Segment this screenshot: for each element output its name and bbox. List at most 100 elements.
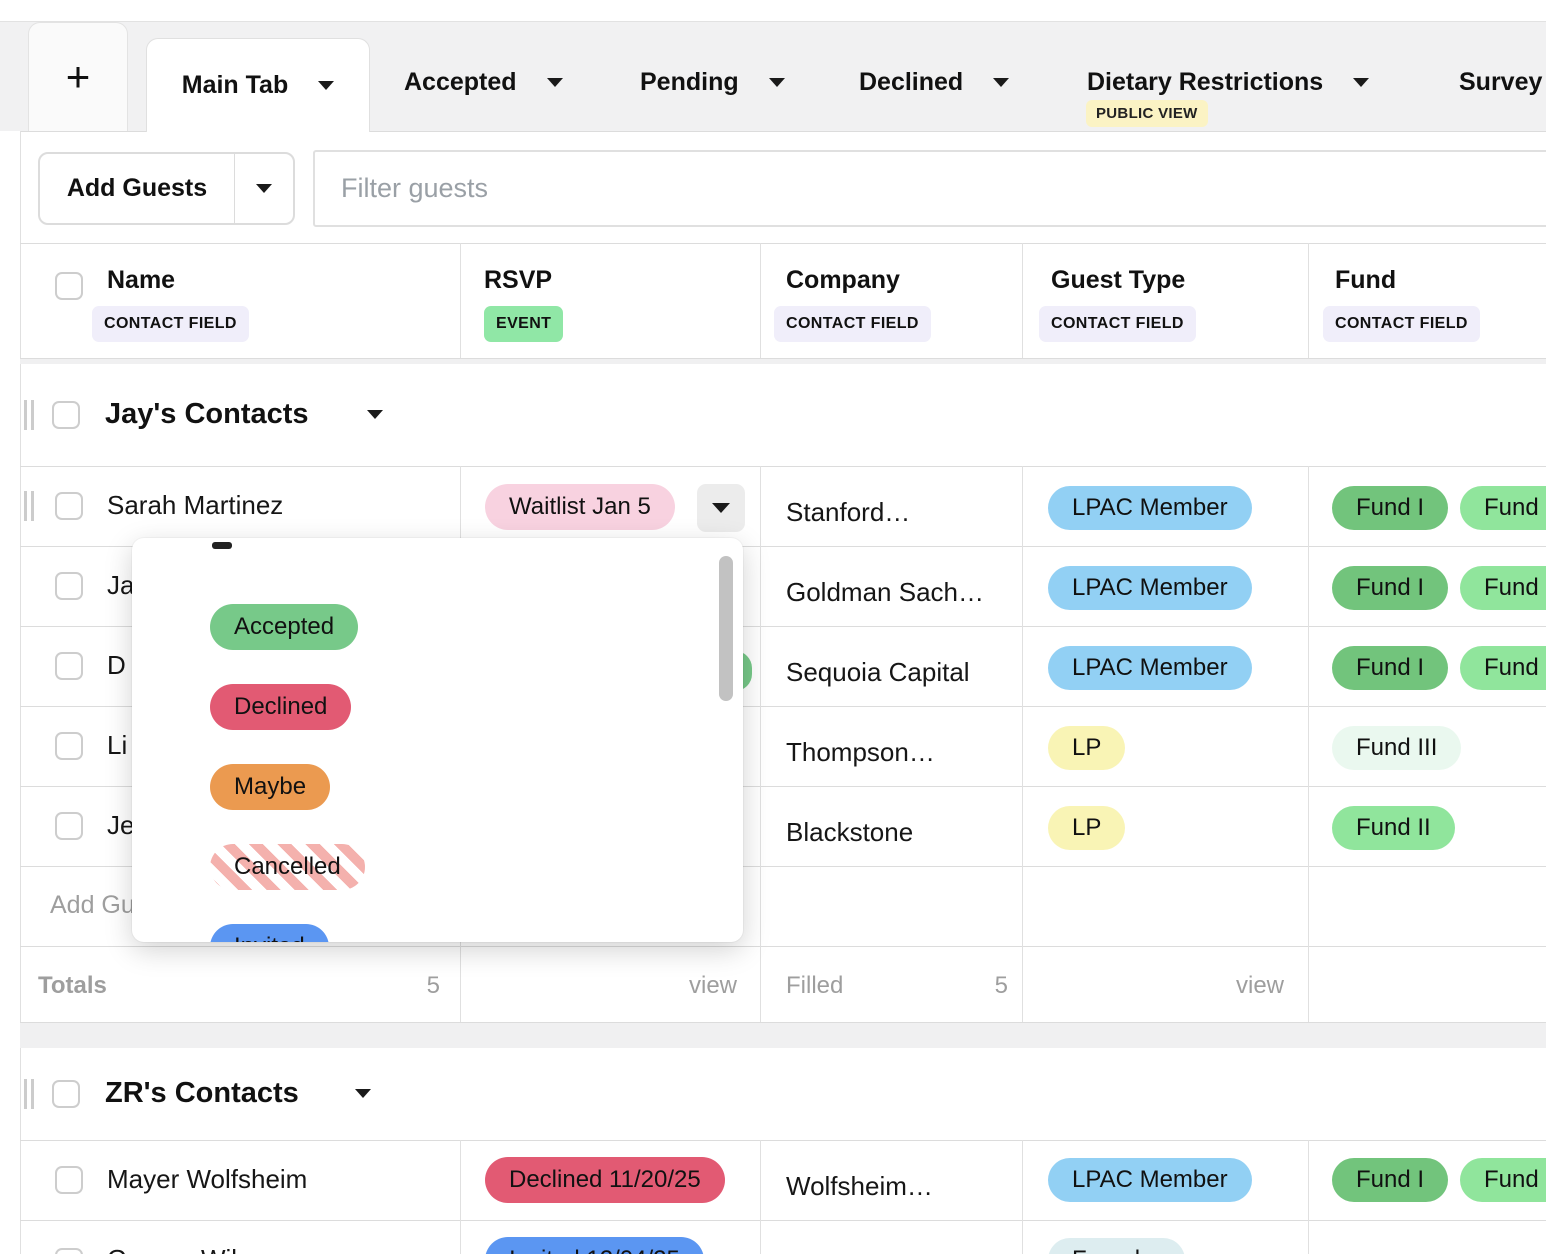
guest-name: Mayer Wolfsheim [107,1164,308,1194]
guest-type-pill[interactable]: LP [1048,726,1126,770]
fund-pill[interactable]: Fund I [1332,1158,1449,1202]
filter-guests-input[interactable] [313,150,1546,227]
column-header-rsvp[interactable]: RSVP [484,266,553,294]
tab-accepted[interactable]: Accepted [404,60,563,104]
chevron-down-icon[interactable] [1353,77,1370,87]
tab-main-tab[interactable]: Main Tab [146,38,370,132]
company-cell[interactable]: Thompson… [786,737,935,767]
filled-count: 5 [994,972,1008,999]
tab-label: Main Tab [181,71,289,99]
public-view-badge: PUBLIC VIEW [1086,100,1208,127]
tab-label: Accepted [404,67,517,96]
rsvp-option-accepted[interactable]: Accepted [210,604,359,650]
guest-name: George Wilson [107,1244,279,1254]
column-header-name[interactable]: Name [107,266,176,294]
drag-handle-icon[interactable] [24,400,36,430]
row-checkbox[interactable] [55,652,83,680]
rsvp-option-declined[interactable]: Declined [210,684,352,730]
chevron-down-icon[interactable] [993,77,1010,87]
drag-handle-icon[interactable] [24,491,36,521]
chevron-down-icon[interactable] [318,81,335,90]
fund-pill[interactable]: Fund II [1460,566,1546,610]
group-collapse-icon[interactable] [367,410,383,419]
tab-label: Declined [859,67,964,96]
guest-name: Je [107,810,135,840]
group-checkbox[interactable] [52,1080,80,1108]
tab-label: Dietary Restrictions [1087,67,1324,96]
contact-field-badge: CONTACT FIELD [92,306,249,342]
row-checkbox[interactable] [55,1248,83,1254]
guest-type-view-link[interactable]: view [1235,972,1284,999]
button-divider [234,154,235,223]
fund-pill[interactable]: Fund I [1332,566,1449,610]
company-cell[interactable]: Wolfsheim… [786,1171,933,1201]
drag-handle-icon[interactable] [24,1079,36,1109]
rsvp-option-maybe[interactable]: Maybe [210,764,331,810]
row-checkbox[interactable] [55,492,83,520]
guest-name: Li [107,730,128,760]
contact-field-badge: CONTACT FIELD [774,306,931,342]
totals-name-count: 5 [426,972,440,999]
rsvp-option-cancelled[interactable]: Cancelled [210,844,365,890]
rsvp-options-dropdown: Accepted Declined Maybe Cancelled Invite… [132,538,743,942]
company-cell[interactable]: Goldman Sach… [786,577,984,607]
column-header-guest-type[interactable]: Guest Type [1051,266,1186,294]
company-cell[interactable]: Stanford… [786,497,911,527]
filled-label: Filled [786,972,844,999]
row-checkbox[interactable] [55,572,83,600]
guest-type-pill[interactable]: Founder [1048,1238,1186,1254]
contact-field-badge: CONTACT FIELD [1039,306,1196,342]
chevron-down-icon [256,184,272,193]
add-guests-dropdown-button[interactable] [235,154,293,223]
column-header-fund[interactable]: Fund [1335,266,1397,294]
totals-label: Totals [38,972,107,999]
group-title-jays-contacts: Jay's Contacts [105,398,309,430]
fund-pill[interactable]: Fund II [1332,806,1455,850]
tab-pending[interactable]: Pending [640,60,785,104]
fund-pill[interactable]: Fund I [1332,486,1449,530]
rsvp-view-link[interactable]: view [688,972,737,999]
group-checkbox[interactable] [52,401,80,429]
sheet-top-border [20,131,1546,132]
select-all-checkbox[interactable] [55,272,83,300]
guest-type-pill[interactable]: LPAC Member [1048,566,1252,610]
chevron-down-icon[interactable] [768,77,785,87]
guest-type-pill[interactable]: LPAC Member [1048,646,1252,690]
fund-pill[interactable]: Fund I [1332,646,1449,690]
row-checkbox[interactable] [55,732,83,760]
guest-type-pill[interactable]: LPAC Member [1048,486,1252,530]
contact-field-badge: CONTACT FIELD [1323,306,1480,342]
rsvp-pill-declined[interactable]: Declined 11/20/25 [485,1157,725,1203]
tab-label: Pending [640,67,739,96]
chevron-down-icon[interactable] [546,77,563,87]
guest-name: Ja [107,570,135,600]
fund-pill[interactable]: Fund II [1460,646,1546,690]
rsvp-option-invited[interactable]: Invited [210,924,329,942]
column-header-company[interactable]: Company [786,266,900,294]
add-guests-split-button[interactable]: Add Guests [38,152,295,225]
company-cell[interactable]: Blackstone [786,817,914,847]
guest-type-pill[interactable]: LP [1048,806,1126,850]
dropdown-scrollbar[interactable] [719,556,733,701]
fund-pill[interactable]: Fund III [1332,726,1462,770]
rsvp-pill-invited[interactable]: Invited 12/04/25 [485,1237,704,1254]
add-guests-button[interactable]: Add Guests [66,174,208,202]
partial-option-dash[interactable] [212,542,232,549]
rsvp-pill-waitlist[interactable]: Waitlist Jan 5 [485,484,675,530]
group-collapse-icon[interactable] [355,1089,371,1098]
fund-pill[interactable]: Fund II [1460,1158,1546,1202]
rsvp-dropdown-button[interactable] [697,484,745,532]
plus-icon: + [65,53,91,100]
tab-declined[interactable]: Declined [859,60,1010,104]
tab-survey[interactable]: Survey [1459,60,1546,104]
guest-name: D [107,650,126,680]
guest-type-pill[interactable]: LPAC Member [1048,1158,1252,1202]
add-tab-button[interactable]: + [28,22,128,131]
company-cell[interactable]: Sequoia Capital [786,657,970,687]
fund-pill[interactable]: Fund II [1460,486,1546,530]
row-checkbox[interactable] [55,812,83,840]
row-checkbox[interactable] [55,1166,83,1194]
tab-label: Survey [1459,67,1543,96]
tab-dietary-restrictions[interactable]: Dietary Restrictions [1087,60,1370,104]
